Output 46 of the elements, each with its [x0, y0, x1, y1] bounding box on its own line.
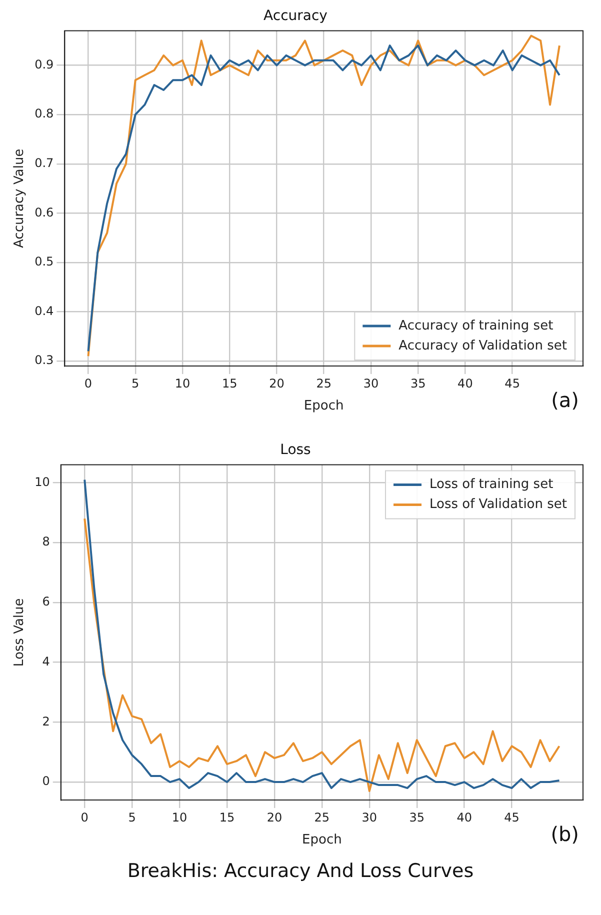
x-tick-label: 15	[222, 376, 238, 390]
y-tick-label: 10	[34, 474, 50, 489]
x-tick-label: 45	[504, 810, 520, 824]
y-tick-label: 0.5	[34, 254, 54, 269]
text: (b)	[550, 822, 579, 846]
x-tick-label: 35	[410, 376, 426, 390]
x-tick-label: 0	[80, 810, 88, 824]
y-tick-label: 8	[42, 534, 50, 549]
y-tick-label: 0.3	[34, 353, 54, 368]
y-tick-label: 6	[42, 594, 50, 609]
x-tick-label: 5	[128, 810, 136, 824]
x-tick-label: 5	[132, 376, 140, 390]
y-axis-title: Accuracy Value	[12, 148, 28, 248]
x-tick-label: 20	[269, 376, 284, 390]
y-tick-label: 0.4	[34, 304, 54, 318]
text: (a)	[551, 388, 579, 412]
y-tick-label: 2	[42, 714, 50, 728]
legend-label: Loss of Validation set	[429, 497, 568, 512]
text: BreakHis: Accuracy And Loss Curves	[126, 860, 475, 882]
x-tick-label: 20	[266, 810, 282, 824]
legend-label: Accuracy of Validation set	[398, 338, 568, 354]
y-tick-label: 0.8	[34, 106, 54, 121]
x-tick-label: 25	[316, 376, 332, 390]
x-tick-label: 30	[362, 810, 378, 824]
y-tick-label: 0.7	[34, 156, 54, 170]
x-tick-label: 40	[458, 376, 473, 390]
x-tick-label: 30	[363, 376, 379, 390]
x-tick-label: 10	[172, 810, 188, 824]
x-tick-label: 35	[409, 810, 425, 824]
x-tick-label: 25	[314, 810, 330, 824]
x-tick-label: 10	[174, 376, 190, 390]
y-tick-label: 0	[42, 774, 50, 788]
legend-label: Accuracy of training set	[398, 318, 554, 334]
x-tick-label: 0	[84, 376, 92, 390]
y-tick-label: 4	[42, 654, 50, 668]
y-tick-label: 0.9	[34, 57, 54, 72]
y-tick-label: 0.6	[34, 205, 54, 220]
chart-title: Loss	[280, 442, 311, 458]
x-tick-label: 15	[219, 810, 235, 824]
legend-label: Loss of training set	[429, 477, 554, 492]
y-axis-title: Loss Value	[12, 598, 28, 667]
x-axis-title: Epoch	[302, 832, 342, 848]
x-tick-label: 40	[456, 810, 472, 824]
x-axis-title: Epoch	[304, 398, 344, 414]
chart-title: Accuracy	[264, 8, 328, 24]
x-tick-label: 45	[504, 376, 520, 390]
